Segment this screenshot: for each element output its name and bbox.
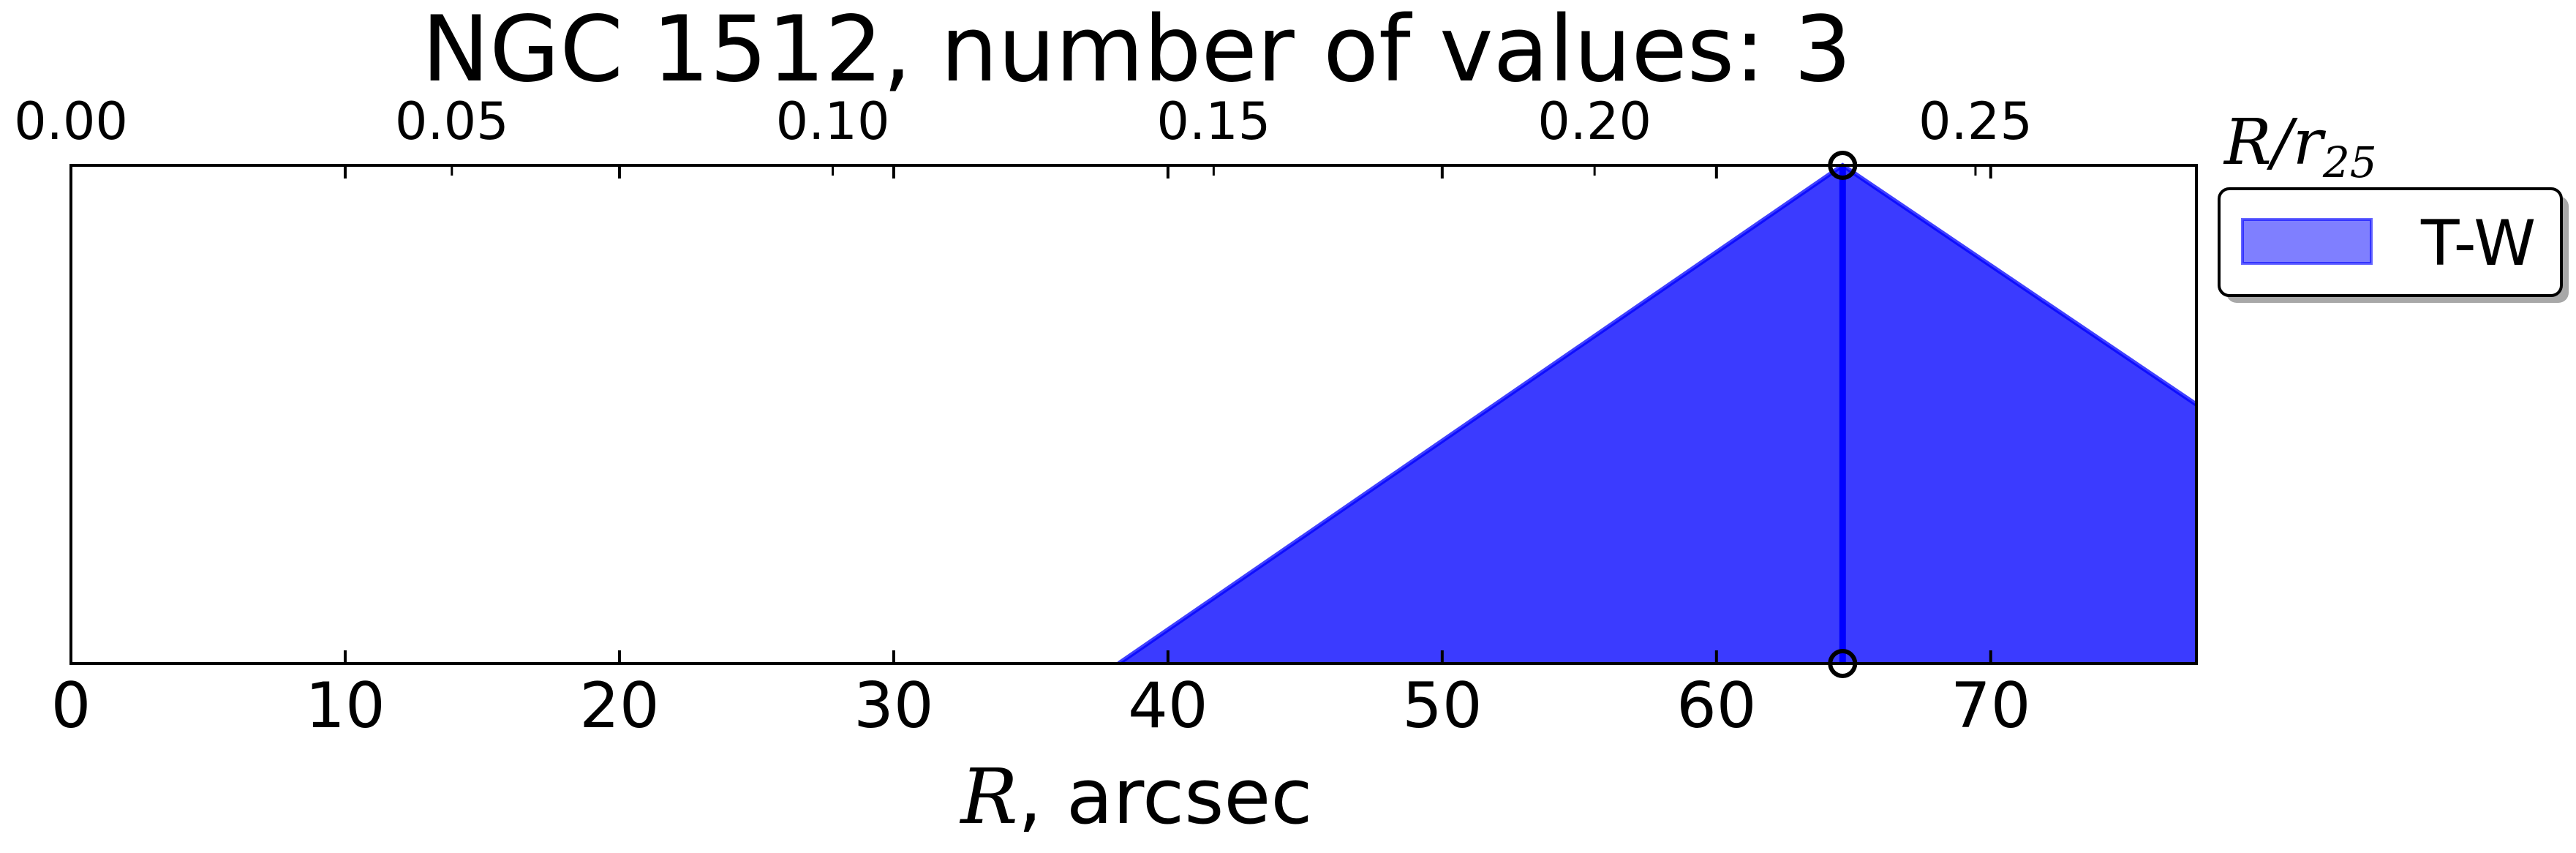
x-tick-label: 60 (1676, 669, 1756, 743)
x-axis-label: R, arcsec (959, 752, 1312, 841)
top-axis-label-base: R/r (2223, 106, 2327, 179)
x2-tick-label: 0.15 (1156, 91, 1270, 151)
x-tick-label: 30 (854, 669, 933, 743)
x2-tick-label: 0.05 (395, 91, 509, 151)
legend-box (2218, 187, 2563, 297)
x-axis-label-math: R (959, 752, 1017, 841)
x2-tick-label: 0.20 (1537, 91, 1652, 151)
legend-swatch (2241, 218, 2373, 265)
series-area-layer (1117, 162, 2198, 666)
x2-tick-label: 0.10 (776, 91, 890, 151)
top-axis-label: R/r25 (2223, 106, 2377, 187)
x-tick-label: 10 (305, 669, 385, 743)
series-area (1118, 165, 2196, 664)
chart-title: NGC 1512, number of values: 3 (422, 0, 1852, 102)
x2-tick-label: 0.00 (14, 91, 128, 151)
legend-label: T-W (2420, 207, 2536, 280)
x-tick-label: 70 (1951, 669, 2030, 743)
top-axis-label-sub: 25 (2322, 138, 2377, 187)
x-tick-label: 20 (579, 669, 659, 743)
x-axis-label-rest: , arcsec (1018, 752, 1313, 841)
plot-frame (69, 164, 2198, 665)
x2-tick-label: 0.25 (1918, 91, 2033, 151)
x-tick-label: 50 (1402, 669, 1482, 743)
bottom-axis: 0 10 20 30 40 50 60 70 (51, 165, 2030, 743)
x-tick-label: 0 (51, 669, 91, 743)
top-axis: 0.00 0.05 0.10 0.15 0.20 0.25 (14, 91, 2033, 176)
legend: T-W (2218, 187, 2569, 303)
x-tick-label: 40 (1128, 669, 1208, 743)
